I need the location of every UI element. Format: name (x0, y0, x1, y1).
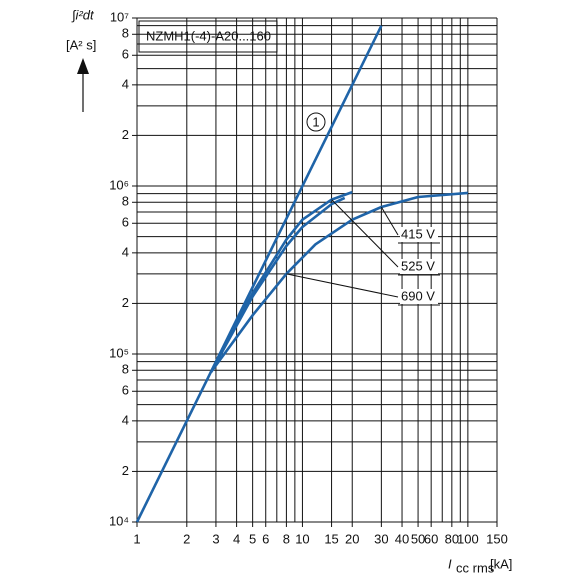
y-label-unit: [A² s] (66, 37, 96, 52)
series-line (209, 196, 346, 373)
series-label: 415 V (401, 226, 435, 241)
y-tick-label: 2 (122, 295, 129, 310)
series-line (209, 190, 353, 373)
x-tick-label: 30 (374, 531, 388, 546)
y-tick-label: 4 (122, 76, 129, 91)
y-tick-label: 4 (122, 244, 129, 259)
y-tick-label: 6 (122, 383, 129, 398)
y-tick-label: 4 (122, 412, 129, 427)
x-tick-label: 1 (133, 531, 140, 546)
x-tick-label: 40 (395, 531, 409, 546)
series-line (209, 191, 469, 373)
y-tick-label: 10⁷ (110, 9, 129, 24)
series-label: 1 (312, 114, 319, 129)
x-label-symbol: I (448, 556, 452, 571)
x-tick-label: 4 (233, 531, 240, 546)
x-label-unit: [kA] (490, 556, 512, 571)
series-label: 690 V (401, 288, 435, 303)
x-tick-label: 150 (486, 531, 508, 546)
x-tick-label: 60 (424, 531, 438, 546)
x-tick-label: 15 (324, 531, 338, 546)
leader-line (380, 206, 399, 236)
leader-line (286, 273, 399, 298)
x-label-subscript: cc rms (456, 560, 495, 575)
leader-line (331, 199, 399, 268)
x-tick-label: 50 (411, 531, 425, 546)
x-tick-label: 6 (262, 531, 269, 546)
y-tick-label: 2 (122, 463, 129, 478)
y-label-symbol: ∫i²dt (71, 7, 95, 22)
label-bg (400, 289, 438, 304)
y-tick-label: 6 (122, 215, 129, 230)
y-tick-label: 2 (122, 127, 129, 142)
x-tick-label: 3 (212, 531, 219, 546)
y-tick-label: 8 (122, 26, 129, 41)
series-marker-circle (306, 112, 326, 132)
y-tick-label: 8 (122, 194, 129, 209)
label-bg (400, 259, 438, 274)
x-tick-label: 5 (249, 531, 256, 546)
x-tick-label: 10 (295, 531, 309, 546)
chart-title: NZMH1(-4)-A20...160 (146, 28, 271, 43)
x-tick-label: 2 (183, 531, 190, 546)
y-tick-label: 6 (122, 47, 129, 62)
x-tick-label: 80 (445, 531, 459, 546)
series-label: 525 V (401, 258, 435, 273)
x-tick-label: 20 (345, 531, 359, 546)
y-arrow-head (77, 58, 89, 74)
y-tick-label: 10⁴ (109, 513, 129, 528)
x-tick-label: 100 (457, 531, 479, 546)
y-tick-label: 10⁵ (109, 345, 129, 360)
y-tick-label: 10⁶ (109, 177, 129, 192)
x-tick-label: 8 (283, 531, 290, 546)
series-line (135, 25, 383, 523)
y-tick-label: 8 (122, 362, 129, 377)
label-bg (400, 227, 438, 242)
